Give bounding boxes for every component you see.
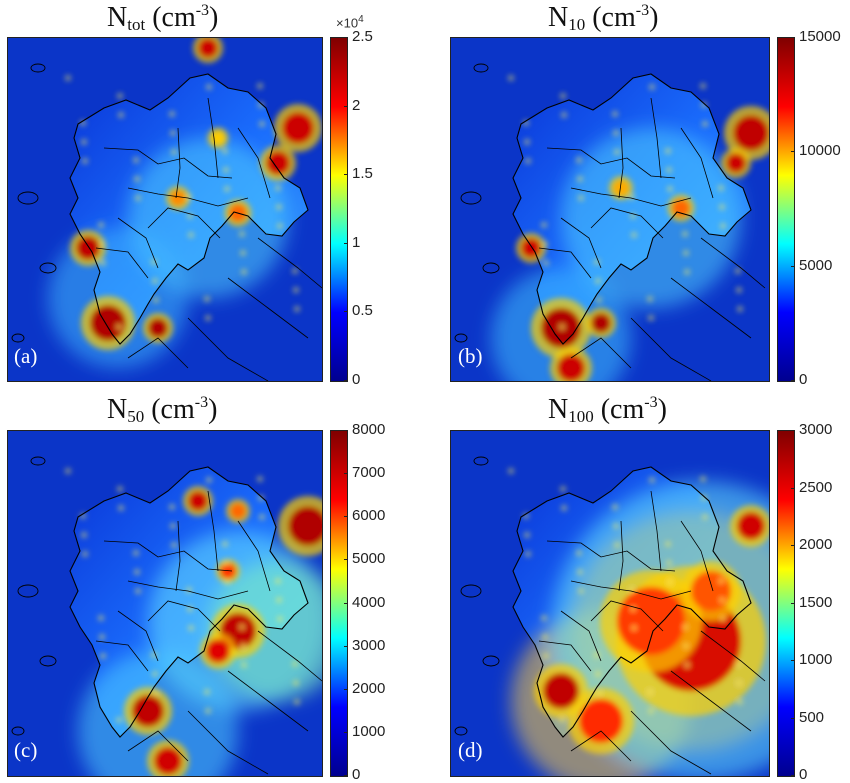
panel-c-tick-mark	[344, 688, 347, 690]
panel-d-tick-mark	[791, 487, 794, 489]
panel-a-tick-mark	[344, 37, 347, 38]
panel-a-tick-label: 1.5	[352, 165, 373, 183]
panel-c-tick-label: 0	[352, 766, 361, 783]
panel-a-tick-label: 2	[352, 96, 361, 114]
panel-c-tick-mark	[344, 602, 347, 604]
panel-c-tick-mark	[344, 731, 347, 733]
panel-b-tick-label: 15000	[799, 28, 841, 45]
panel-b-title: N10 (cm-3)	[548, 2, 659, 34]
panel-c-tick-label: 4000	[352, 593, 386, 611]
panel-c-tick-mark	[344, 473, 347, 475]
panel-b-tick-mark	[791, 151, 794, 153]
panel-a-title: Ntot (cm-3)	[107, 2, 219, 34]
panel-a-map	[7, 37, 323, 382]
panel-b-heatmap	[451, 38, 769, 381]
panel-d-map	[450, 430, 770, 777]
panel-c-tick-mark	[344, 430, 347, 431]
panel-a-tick-label: 2.5	[352, 28, 373, 45]
panel-d-tick-label: 1500	[799, 593, 833, 611]
panel-d-tick-mark	[791, 545, 794, 546]
panel-a-heatmap	[8, 38, 322, 381]
panel-b-tick-mark	[791, 265, 794, 267]
panel-c-map	[7, 430, 323, 777]
panel-c-tick-label: 6000	[352, 507, 386, 525]
panel-d-title: N100 (cm-3)	[548, 394, 667, 426]
panel-d-tick-label: 1000	[799, 651, 833, 668]
panel-c-label: (c)	[14, 738, 38, 762]
panel-b-tick-mark	[791, 37, 794, 38]
panel-b-map	[450, 37, 770, 382]
panel-d-tick-label: 2500	[799, 478, 833, 496]
panel-b-tick-mark	[791, 380, 794, 381]
panel-a-tick-mark	[344, 242, 347, 244]
panel-d-colorbar	[777, 430, 795, 777]
panel-d-tick-label: 500	[799, 708, 825, 726]
panel-c-tick-label: 7000	[352, 464, 386, 482]
panel-a-tick-mark	[344, 380, 347, 381]
panel-c-colorbar	[330, 430, 348, 777]
panel-c-tick-label: 3000	[352, 636, 386, 654]
panel-d-tick-label: 3000	[799, 421, 833, 438]
panel-a-tick-label: 0.5	[352, 302, 373, 320]
panel-b-label: (b)	[458, 344, 483, 368]
panel-a-label: (a)	[14, 344, 38, 368]
panel-d-tick-mark	[791, 430, 794, 431]
panel-d-tick-label: 0	[799, 766, 808, 783]
panel-a-tick-mark	[344, 311, 347, 313]
panel-c-tick-mark	[344, 559, 347, 561]
panel-b-tick-label: 10000	[799, 142, 841, 160]
panel-d-tick-mark	[791, 717, 794, 719]
panel-a-colorbar-multiplier: ×104	[336, 14, 364, 31]
panel-c-title: N50 (cm-3)	[107, 394, 218, 426]
panel-c-tick-label: 5000	[352, 550, 386, 568]
panel-d-heatmap	[451, 431, 769, 776]
panel-c-tick-label: 2000	[352, 679, 386, 697]
panel-c-tick-mark	[344, 516, 347, 518]
panel-b-tick-label: 5000	[799, 256, 833, 274]
panel-d-tick-label: 2000	[799, 536, 833, 553]
panel-c-tick-label: 8000	[352, 421, 386, 438]
panel-d-tick-mark	[791, 775, 794, 776]
panel-a-tick-label: 0	[352, 371, 361, 388]
panel-c-heatmap	[8, 431, 322, 776]
panel-a-tick-mark	[344, 174, 347, 176]
panel-b-tick-label: 0	[799, 371, 808, 388]
panel-b-colorbar	[777, 37, 795, 382]
panel-c-tick-mark	[344, 775, 347, 776]
panel-d-tick-mark	[791, 602, 794, 604]
panel-c-tick-mark	[344, 645, 347, 647]
panel-c-tick-label: 1000	[352, 722, 386, 740]
panel-a-colorbar	[330, 37, 348, 382]
panel-d-tick-mark	[791, 660, 794, 661]
panel-d-label: (d)	[458, 738, 483, 762]
panel-a-tick-label: 1	[352, 233, 361, 251]
panel-a-tick-mark	[344, 105, 347, 107]
